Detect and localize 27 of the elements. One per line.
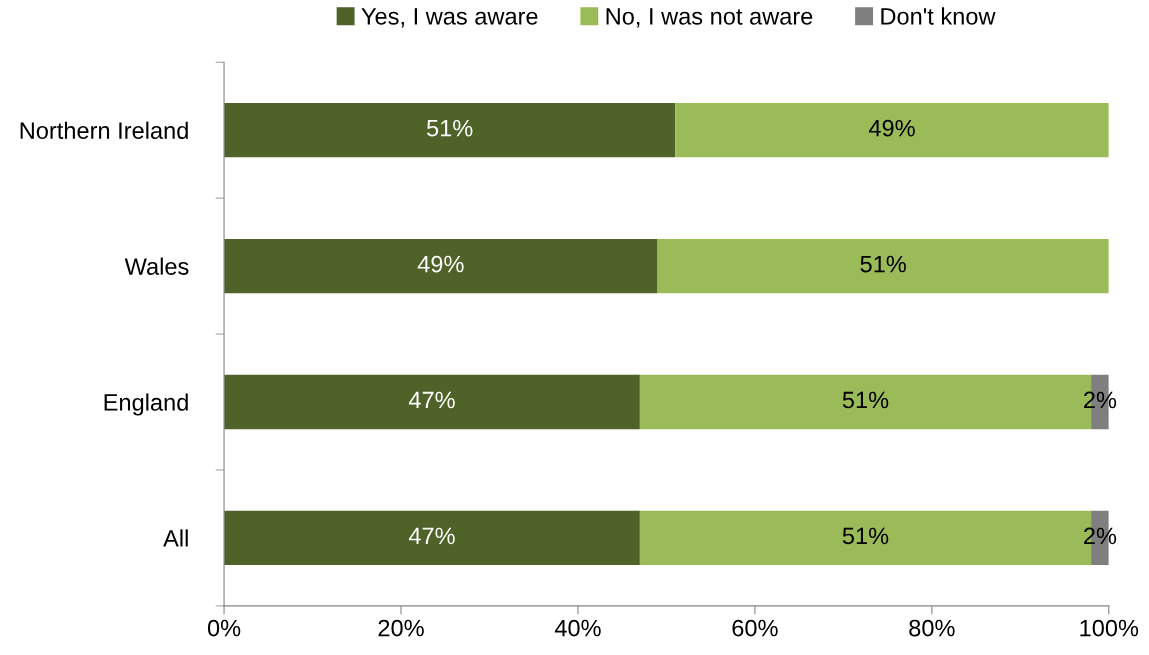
legend-label: No, I was not aware (606, 8, 813, 28)
data-label: 51% (842, 527, 889, 545)
data-label: 49% (417, 255, 464, 273)
x-tick-label: 20% (378, 619, 424, 637)
bar (224, 510, 640, 566)
x-tick-label: 100% (1080, 619, 1139, 637)
bar (657, 238, 1109, 294)
data-label: 51% (842, 391, 889, 409)
bar (224, 238, 658, 294)
bar (224, 374, 640, 430)
legend-label: Yes, I was aware (361, 8, 538, 28)
x-tick-label: 60% (732, 619, 778, 637)
legend-label: Don't know (881, 7, 996, 25)
x-tick-label: 40% (554, 619, 601, 637)
x-tick-label: 80% (909, 619, 955, 637)
y-tick-label: England (104, 393, 188, 416)
data-label: 51% (860, 255, 906, 273)
data-label: 49% (868, 119, 915, 137)
y-tick-label: All (163, 529, 188, 547)
bar (224, 103, 676, 158)
bar (675, 103, 1109, 158)
x-tick-label: 0% (207, 619, 241, 637)
data-label: 47% (408, 391, 455, 409)
y-tick-label: Wales (124, 257, 189, 275)
y-tick-label: Northern Ireland (20, 121, 188, 139)
data-label: 51% (426, 119, 473, 137)
data-label: 47% (408, 527, 455, 545)
